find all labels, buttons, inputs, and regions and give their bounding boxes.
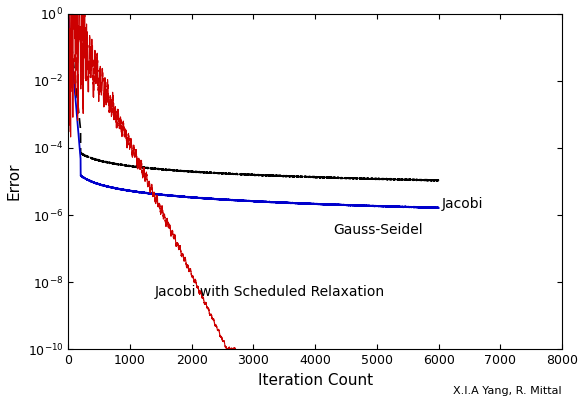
Text: X.I.A Yang, R. Mittal: X.I.A Yang, R. Mittal [453,386,562,396]
X-axis label: Iteration Count: Iteration Count [257,372,373,388]
Text: Gauss-Seidel: Gauss-Seidel [333,223,424,237]
Y-axis label: Error: Error [7,163,22,200]
Text: Jacobi with Scheduled Relaxation: Jacobi with Scheduled Relaxation [154,285,385,299]
Text: Jacobi: Jacobi [442,196,483,210]
